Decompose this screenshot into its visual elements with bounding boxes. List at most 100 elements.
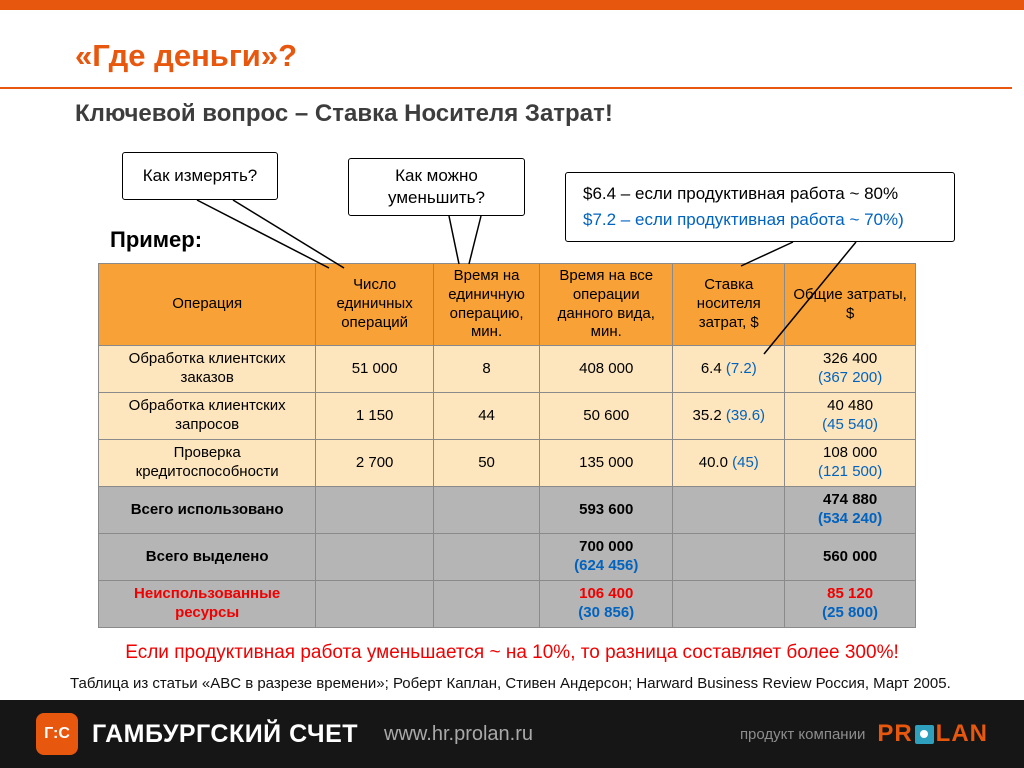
value-cell bbox=[315, 533, 434, 581]
col-header-unit-count: Число единичных операций bbox=[315, 263, 434, 346]
cell-value: 51 000 bbox=[351, 359, 398, 377]
value-cell: 408 000 bbox=[539, 345, 674, 393]
table-row: Обработка клиентских запросов 1 150 44 50 6… bbox=[97, 392, 916, 440]
value-cell: 106 400 (30 856) bbox=[539, 580, 674, 628]
value-cell: 35.2 (39.6) bbox=[672, 392, 786, 440]
callout-rate-note: $6.4 – если продуктивная работа ~ 80% $7… bbox=[565, 172, 955, 242]
cell-value: 85 120 bbox=[827, 585, 874, 603]
value-cell: 700 000 (624 456) bbox=[539, 533, 674, 581]
pointer-line bbox=[448, 215, 460, 265]
col-header-operation: Операция bbox=[97, 263, 317, 346]
cell-alt-value: (45) bbox=[732, 453, 759, 471]
value-cell: 50 600 bbox=[539, 392, 674, 440]
prolan-o-icon bbox=[914, 724, 934, 744]
logo-monogram: Г:С bbox=[44, 725, 70, 742]
cell-value: 50 600 bbox=[583, 406, 630, 424]
table-header-row: Операция Число единичных операций Время … bbox=[97, 263, 916, 346]
value-cell bbox=[432, 533, 541, 581]
value-cell: 6.4 (7.2) bbox=[672, 345, 786, 393]
cell-alt-value: (45 540) bbox=[822, 416, 879, 433]
cell-alt-value: (30 856) bbox=[578, 604, 635, 621]
pointer-line bbox=[196, 199, 330, 269]
callout-how-to-reduce: Как можно уменьшить? bbox=[348, 158, 525, 216]
footer-bar: Г:С ГАМБУРГСКИЙ СЧЕТ www.hr.prolan.ru пр… bbox=[0, 700, 1024, 768]
product-note: продукт компании bbox=[739, 725, 866, 743]
cell-value: 50 bbox=[478, 453, 495, 471]
col-header-unit-time: Время на единичную операцию, мин. bbox=[432, 263, 541, 346]
table-row: Неиспользованные ресурсы 106 400 (30 856) 8… bbox=[97, 580, 916, 628]
top-accent-bar bbox=[0, 0, 1024, 10]
cell-value: 326 400 bbox=[823, 350, 878, 368]
source-citation: Таблица из статьи «ABC в разрезе времени… bbox=[70, 675, 951, 692]
value-cell: 44 bbox=[432, 392, 541, 440]
value-cell: 593 600 bbox=[539, 486, 674, 534]
conclusion-text: Если продуктивная работа уменьшается ~ н… bbox=[125, 642, 899, 663]
value-cell: 326 400 (367 200) bbox=[784, 345, 916, 393]
prolan-lan-text: LAN bbox=[935, 720, 988, 747]
cell-alt-value: (624 456) bbox=[574, 557, 639, 574]
cell-alt-value: (534 240) bbox=[818, 510, 883, 527]
value-cell: 135 000 bbox=[539, 439, 674, 487]
value-cell bbox=[672, 580, 786, 628]
table-row: Всего выделено 700 000 (624 456) 560 000 bbox=[97, 533, 916, 581]
slide-subtitle: Ключевой вопрос – Ставка Носителя Затрат… bbox=[75, 100, 613, 127]
cost-table-body: Обработка клиентских заказов 51 000 8 408 0… bbox=[97, 345, 916, 628]
cell-value: 474 880 bbox=[823, 491, 878, 509]
operation-label: Всего использовано bbox=[97, 486, 317, 534]
value-cell: 108 000 (121 500) bbox=[784, 439, 916, 487]
cell-value: 108 000 bbox=[823, 444, 878, 462]
title-divider bbox=[0, 87, 1012, 89]
cell-value: 560 000 bbox=[823, 547, 878, 565]
cell-value: 40 480 bbox=[827, 397, 874, 415]
table-row: Всего использовано 593 600 474 880 (534 240… bbox=[97, 486, 916, 534]
value-cell bbox=[672, 533, 786, 581]
callout-text: Как можно уменьшить? bbox=[388, 165, 485, 207]
value-cell: 2 700 bbox=[315, 439, 434, 487]
cell-value: 8 bbox=[482, 359, 491, 377]
col-header-total-cost: Общие затраты, $ bbox=[784, 263, 916, 346]
col-header-total-time: Время на все операции данного вида, мин. bbox=[539, 263, 674, 346]
table-row: Обработка клиентских заказов 51 000 8 408 0… bbox=[97, 345, 916, 393]
cell-value: 593 600 bbox=[579, 500, 634, 518]
cell-value: 700 000 bbox=[579, 538, 634, 556]
value-cell bbox=[432, 580, 541, 628]
operation-label: Обработка клиентских запросов bbox=[97, 392, 317, 440]
cell-value: 2 700 bbox=[355, 453, 394, 471]
operation-label: Обработка клиентских заказов bbox=[97, 345, 317, 393]
brand-name: ГАМБУРГСКИЙ СЧЕТ bbox=[92, 719, 359, 748]
value-cell: 85 120 (25 800) bbox=[784, 580, 916, 628]
rate-70-text: $7.2 – если продуктивная работа ~ 70%) bbox=[583, 210, 904, 229]
cell-alt-value: (7.2) bbox=[725, 359, 757, 377]
callout-how-to-measure: Как измерять? bbox=[122, 152, 278, 200]
cell-value: 6.4 bbox=[700, 359, 722, 377]
value-cell: 1 150 bbox=[315, 392, 434, 440]
cell-value: 1 150 bbox=[355, 406, 394, 424]
example-label: Пример: bbox=[110, 227, 203, 252]
callout-text: Как измерять? bbox=[142, 165, 258, 185]
operation-label: Всего выделено bbox=[97, 533, 317, 581]
cost-table: Операция Число единичных операций Время … bbox=[97, 263, 916, 628]
rate-80-text: $6.4 – если продуктивная работа ~ 80% bbox=[583, 183, 899, 203]
page-title: «Где деньги»? bbox=[75, 38, 298, 73]
value-cell: 40 480 (45 540) bbox=[784, 392, 916, 440]
cell-alt-value: (39.6) bbox=[725, 406, 766, 424]
cell-alt-value: (121 500) bbox=[818, 463, 883, 480]
cell-value: 35.2 bbox=[692, 406, 722, 424]
cell-value: 106 400 bbox=[579, 585, 634, 603]
site-url-link[interactable]: www.hr.prolan.ru bbox=[384, 722, 534, 745]
prolan-logo: PR LAN bbox=[877, 720, 988, 748]
cell-value: 408 000 bbox=[579, 359, 634, 377]
value-cell: 474 880 (534 240) bbox=[784, 486, 916, 534]
value-cell: 40.0 (45) bbox=[672, 439, 786, 487]
value-cell bbox=[315, 580, 434, 628]
cell-alt-value: (367 200) bbox=[818, 369, 883, 386]
value-cell: 51 000 bbox=[315, 345, 434, 393]
operation-label: Проверка кредитоспособности bbox=[97, 439, 317, 487]
cell-alt-value: (25 800) bbox=[822, 604, 879, 621]
value-cell bbox=[432, 486, 541, 534]
pointer-line bbox=[468, 215, 482, 265]
cell-value: 135 000 bbox=[579, 453, 634, 471]
prolan-pr-text: PR bbox=[877, 720, 913, 747]
cell-value: 44 bbox=[478, 406, 495, 424]
